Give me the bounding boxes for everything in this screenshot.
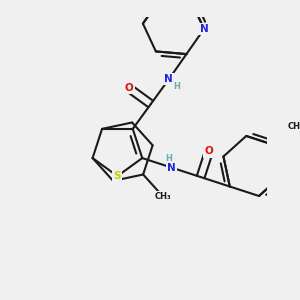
Text: N: N (167, 163, 176, 172)
Text: O: O (205, 146, 213, 156)
Text: CH₃: CH₃ (154, 192, 171, 201)
Text: N: N (200, 24, 208, 34)
Text: CH₃: CH₃ (288, 122, 300, 131)
Text: S: S (114, 171, 121, 181)
Text: H: H (173, 82, 180, 91)
Text: H: H (165, 154, 172, 163)
Text: O: O (124, 83, 133, 93)
Text: N: N (164, 74, 173, 84)
